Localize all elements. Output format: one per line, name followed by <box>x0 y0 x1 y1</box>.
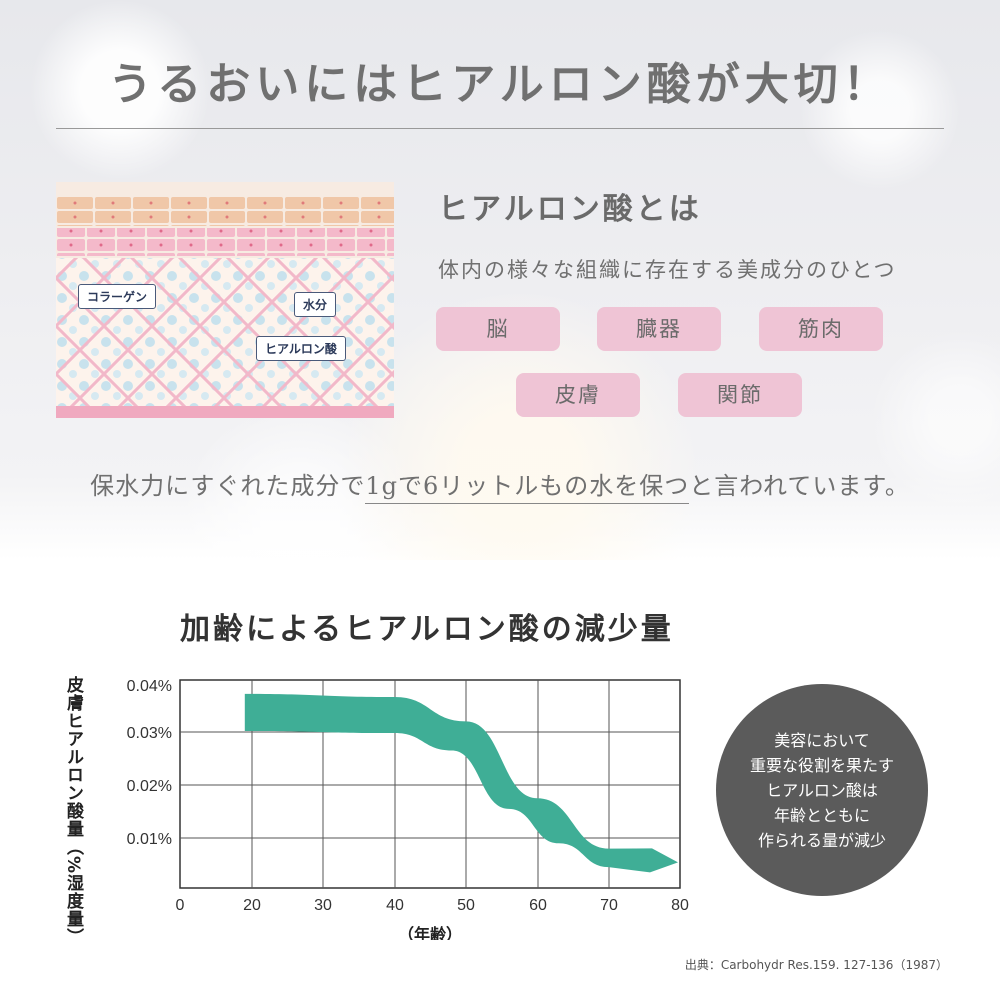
tag-organs: 臓器 <box>597 307 721 351</box>
source-citation: 出典：Carbohydr Res.159. 127-136（1987） <box>684 958 948 972</box>
info-line: 年齢とともに <box>773 805 870 825</box>
chart-title: 加齢によるヒアルロン酸の減少量 <box>180 612 674 647</box>
x-tick-label: 20 <box>243 897 261 914</box>
statement-after: と言われています。 <box>689 472 910 500</box>
x-tick-label: 60 <box>529 897 547 914</box>
tag-skin: 皮膚 <box>516 373 640 417</box>
water-label: 水分 <box>294 292 337 317</box>
x-axis-label: （年齢） <box>398 925 462 940</box>
statement-highlight: 1gで6リットルもの水を保つ <box>365 472 690 504</box>
about-description: 体内の様々な組織に存在する美成分のひとつ <box>438 258 897 282</box>
hyaluronic-decline-band <box>244 693 679 873</box>
info-line: ヒアルロン酸は <box>766 780 878 800</box>
info-line: 美容において <box>774 730 870 750</box>
title-divider <box>56 128 944 129</box>
info-line: 重要な役割を果たす <box>749 755 894 775</box>
y-tick-label: 0.03% <box>127 725 172 742</box>
chart-svg: 0.04% 0.03% 0.02% 0.01% 0 20 30 40 50 60 70 80 （年齢） <box>127 678 689 944</box>
y-tick-label: 0.02% <box>127 778 172 795</box>
hyaluronic-label: ヒアルロン酸 <box>256 336 346 361</box>
info-text: 美容において 重要な役割を果たす ヒアルロン酸は 年齢とともに 作られる量が減少 <box>750 728 894 853</box>
x-tick-label: 40 <box>386 897 404 914</box>
y-axis-title: 皮膚ヒアルロン酸量（%湿度量） <box>63 676 83 947</box>
x-tick-label: 30 <box>314 897 332 914</box>
skin-layer-illustration: コラーゲン 水分 ヒアルロン酸 <box>56 182 394 418</box>
about-heading: ヒアルロン酸とは <box>438 192 702 227</box>
x-tick-label: 80 <box>671 897 689 914</box>
tag-joints: 関節 <box>678 373 802 417</box>
statement-before: 保水力にすぐれた成分で <box>90 472 366 500</box>
info-circle: 美容において 重要な役割を果たす ヒアルロン酸は 年齢とともに 作られる量が減少 <box>716 684 928 896</box>
tag-brain: 脳 <box>436 307 560 351</box>
collagen-label: コラーゲン <box>78 284 157 309</box>
y-tick-label: 0.01% <box>127 831 172 848</box>
hyaluronic-decline-chart: 0.04% 0.03% 0.02% 0.01% 0 20 30 40 50 60 70 80 （年齢） <box>100 670 700 944</box>
tag-muscle: 筋肉 <box>759 307 883 351</box>
x-tick-label: 50 <box>457 897 475 914</box>
water-retention-statement: 保水力にすぐれた成分で1gで6リットルもの水を保つと言われています。 <box>0 466 1000 504</box>
page-title: うるおいにはヒアルロン酸が大切！ <box>108 59 892 110</box>
y-tick-label: 0.04% <box>127 678 172 695</box>
x-tick-label: 0 <box>176 897 185 914</box>
skin-layer-svg <box>56 182 394 418</box>
x-tick-label: 70 <box>600 897 618 914</box>
info-line: 作られる量が減少 <box>757 830 886 850</box>
